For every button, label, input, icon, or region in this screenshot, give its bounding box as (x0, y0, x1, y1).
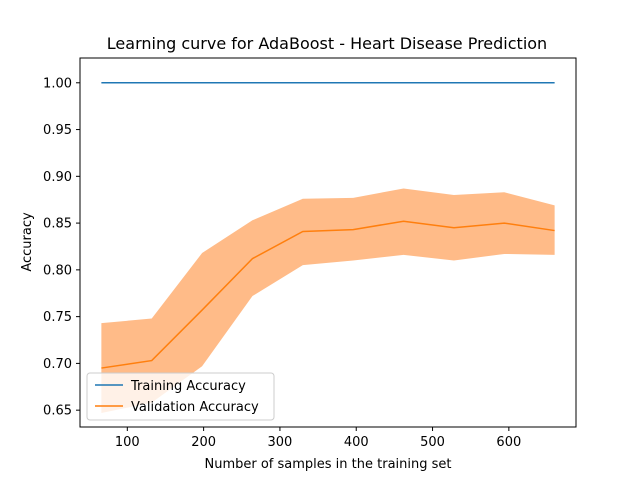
y-tick-label-4: 0.85 (43, 217, 72, 232)
x-tick-label-3: 400 (344, 435, 369, 450)
y-tick-label-6: 0.95 (43, 123, 72, 138)
legend-box (86, 372, 275, 421)
x-axis-label: Number of samples in the training set (205, 457, 452, 472)
y-tick-label-3: 0.80 (43, 263, 72, 278)
chart-title: Learning curve for AdaBoost - Heart Dise… (107, 34, 547, 53)
x-tick-label-2: 300 (268, 435, 293, 450)
series-1-band (101, 188, 555, 413)
x-tick-label-4: 500 (420, 435, 445, 450)
plot-area (101, 82, 555, 413)
x-tick-label-1: 200 (191, 435, 216, 450)
legend-label-training: Training Accuracy (130, 379, 246, 394)
x-tick-label-0: 100 (115, 435, 140, 450)
x-tick-label-5: 600 (496, 435, 521, 450)
legend-label-validation: Validation Accuracy (131, 400, 259, 415)
y-axis-label: Accuracy (20, 212, 35, 272)
axis-ticks: 100 200 300 400 500 600 0.65 0.70 0.75 0.80 0.85 0.… (43, 76, 521, 450)
legend: Training Accuracy Validation Accuracy (86, 372, 275, 421)
y-tick-label-0: 0.65 (43, 404, 72, 419)
plot-frame (79, 57, 577, 428)
series-1-line (101, 220, 555, 369)
y-tick-label-2: 0.75 (43, 310, 72, 325)
y-tick-label-1: 0.70 (43, 357, 72, 372)
y-tick-label-5: 0.90 (43, 170, 72, 185)
y-tick-label-7: 1.00 (43, 76, 72, 91)
